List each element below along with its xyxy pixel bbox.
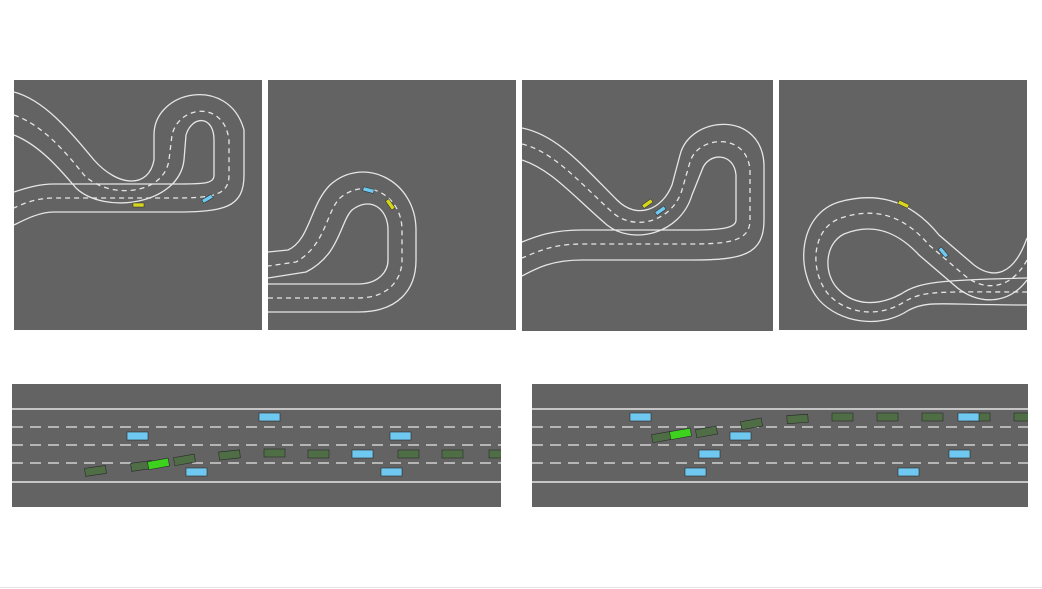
vehicle-icon [654, 205, 667, 216]
vehicle-icon [937, 246, 949, 259]
trail-vehicle-icon [695, 425, 718, 439]
ego-trail [651, 412, 1028, 444]
racetrack-panel-2 [268, 80, 516, 330]
vehicle-icon [185, 467, 208, 477]
other-vehicles [126, 412, 412, 477]
vehicle-icon [948, 449, 971, 459]
highway-scene-1 [12, 408, 501, 483]
ego-vehicle-icon [669, 427, 692, 441]
trail-vehicle-icon [307, 449, 330, 459]
vehicle-icon [957, 412, 980, 422]
vehicle-icon [629, 412, 652, 422]
vehicle-icon [897, 467, 920, 477]
trail-vehicle-icon [740, 417, 763, 431]
other-vehicles [629, 412, 980, 477]
vehicle-icon [351, 449, 374, 459]
ego-vehicle-icon [897, 199, 910, 209]
racetrack-scene-4 [803, 197, 1027, 323]
track-lines [522, 123, 765, 277]
bottom-divider [0, 587, 1042, 588]
lane-markings [532, 408, 1028, 483]
vehicle-icon [380, 467, 403, 477]
ego-vehicle-icon [147, 457, 170, 471]
ego-vehicle-icon [385, 198, 396, 211]
trail-vehicle-icon [921, 412, 944, 422]
ego-vehicle-icon [132, 202, 145, 208]
racetrack-panel-1 [14, 80, 262, 330]
highway-scene-2 [532, 408, 1028, 483]
trail-vehicle-icon [263, 448, 286, 458]
trail-vehicle-icon [397, 449, 420, 459]
racetrack-scene-1 [14, 91, 245, 226]
racetrack-panel-4 [779, 80, 1027, 330]
highway-panel-1 [12, 384, 501, 507]
vehicle-icon [126, 431, 149, 441]
trail-vehicle-icon [831, 412, 854, 422]
trail-vehicle-icon [84, 465, 107, 477]
lane-markings [12, 408, 501, 483]
trail-vehicle-icon [173, 453, 196, 467]
vehicle-icon [729, 431, 752, 441]
vehicle-icon [258, 412, 281, 422]
trail-vehicle-icon [488, 449, 501, 459]
racetrack-panel-3 [522, 80, 773, 331]
trail-vehicle-icon [786, 413, 809, 425]
vehicle-icon [201, 193, 214, 204]
track-lines [803, 197, 1027, 323]
track-lines [14, 91, 245, 226]
trail-vehicle-icon [1013, 412, 1028, 422]
racetrack-scene-2 [268, 171, 417, 313]
vehicle-icon [389, 431, 412, 441]
trail-vehicle-icon [218, 449, 241, 461]
track-lines [268, 171, 417, 313]
racetrack-scene-3 [522, 123, 765, 277]
vehicle-icon [684, 467, 707, 477]
ego-vehicle-icon [641, 198, 654, 209]
trail-vehicle-icon [441, 449, 464, 459]
ego-trail [84, 448, 501, 477]
vehicle-icon [698, 449, 721, 459]
highway-panel-2 [532, 384, 1028, 507]
trail-vehicle-icon [876, 412, 899, 422]
vehicle-icon [362, 186, 375, 194]
